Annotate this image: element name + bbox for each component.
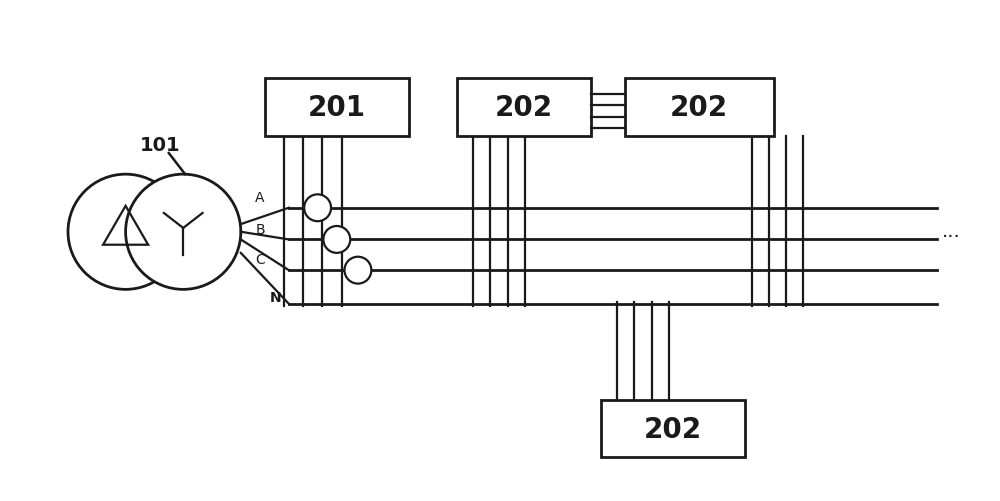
Text: 202: 202	[495, 94, 553, 122]
Text: C: C	[255, 253, 265, 267]
Circle shape	[344, 257, 371, 284]
Bar	[265, 79, 409, 136]
Text: 202: 202	[644, 415, 702, 443]
Bar	[601, 400, 745, 457]
Bar	[457, 79, 591, 136]
Bar	[625, 79, 774, 136]
Text: B: B	[255, 222, 265, 236]
Text: 201: 201	[308, 94, 366, 122]
Text: N: N	[270, 290, 281, 304]
Circle shape	[68, 175, 183, 290]
Circle shape	[323, 226, 350, 254]
Text: ...: ...	[942, 221, 960, 240]
Circle shape	[126, 175, 241, 290]
Text: 202: 202	[670, 94, 728, 122]
Text: 101: 101	[140, 136, 181, 155]
Text: A: A	[255, 191, 265, 204]
Circle shape	[304, 195, 331, 222]
